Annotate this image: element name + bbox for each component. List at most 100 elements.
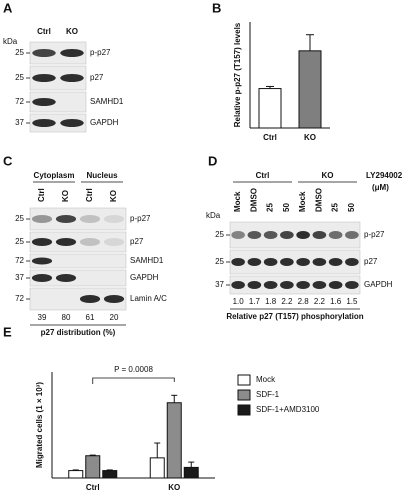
lane-label: DMSO: [314, 188, 323, 212]
protein-label: SAMHD1: [90, 97, 124, 106]
band: [231, 231, 245, 239]
mw-label: 72: [15, 97, 24, 106]
y-axis-title: Relative p-p27 (T157) levels: [233, 22, 242, 127]
protein-label: Lamin A/C: [130, 294, 167, 303]
band: [31, 238, 53, 246]
band-quantity: 2.2: [314, 297, 326, 306]
band: [231, 258, 245, 266]
band: [60, 74, 84, 82]
band-quantity: 1.6: [330, 297, 342, 306]
group-label: KO: [322, 171, 334, 180]
band: [55, 274, 77, 282]
band: [103, 215, 125, 223]
band-quantity: 61: [86, 313, 95, 322]
mw-label: 72: [15, 294, 24, 303]
band: [32, 98, 56, 106]
band: [231, 281, 245, 289]
band: [263, 281, 278, 289]
band: [32, 74, 56, 82]
band: [247, 258, 262, 266]
band: [296, 258, 310, 266]
band-quantity: 1.5: [346, 297, 358, 306]
protein-label: p27: [90, 73, 104, 82]
protein-label: GAPDH: [130, 273, 159, 282]
mw-label: 25: [15, 237, 24, 246]
treatment-label: LY294002: [366, 171, 403, 180]
band: [328, 231, 343, 239]
protein-label: p-p27: [364, 230, 385, 239]
bar: [166, 402, 182, 479]
band: [60, 119, 84, 127]
legend-label: Mock: [256, 375, 276, 384]
x-tick-label: KO: [168, 483, 180, 492]
mw-label: 25: [15, 73, 24, 82]
significance-bracket: [92, 377, 175, 384]
band: [103, 238, 125, 246]
mw-label: 37: [15, 118, 24, 127]
band-quantity: 20: [110, 313, 119, 322]
group-label: Ctrl: [256, 171, 270, 180]
band: [32, 49, 56, 57]
protein-label: p-p27: [130, 214, 151, 223]
panel-letter: B: [212, 0, 221, 15]
band: [31, 257, 53, 265]
lane-label: Ctrl: [37, 188, 46, 202]
lane-label: KO: [109, 190, 118, 202]
band: [247, 231, 262, 239]
lane-label: DMSO: [249, 188, 258, 212]
bar: [258, 88, 282, 129]
mw-label: 25: [15, 48, 24, 57]
legend-swatch: [237, 374, 251, 386]
panel-letter: D: [208, 153, 217, 168]
band: [280, 258, 294, 266]
bar: [183, 466, 199, 479]
band: [328, 281, 343, 289]
protein-label: p27: [130, 237, 144, 246]
legend-swatch: [237, 404, 251, 416]
bar: [68, 470, 84, 479]
band: [31, 215, 53, 223]
lane-label: Ctrl: [85, 188, 94, 202]
protein-label: GAPDH: [90, 118, 119, 127]
band: [328, 258, 343, 266]
band: [280, 231, 294, 239]
band: [32, 119, 56, 127]
band-quantity: 39: [38, 313, 47, 322]
band: [247, 281, 262, 289]
band: [55, 215, 77, 223]
band-quantity: 1.8: [265, 297, 277, 306]
lane-label: KO: [61, 190, 70, 202]
band: [79, 295, 101, 303]
lane-label: 50: [347, 203, 356, 212]
band-quantity: 1.7: [249, 297, 261, 306]
band: [312, 231, 327, 239]
band: [345, 231, 359, 239]
band-quantity: 80: [62, 313, 71, 322]
lane-label: 50: [282, 203, 291, 212]
bar: [102, 470, 118, 479]
band: [79, 215, 101, 223]
group-label: Nucleus: [86, 171, 118, 180]
bar: [85, 455, 101, 479]
bar: [298, 50, 322, 129]
band: [103, 295, 125, 303]
annotation: P = 0.0008: [114, 365, 153, 374]
lane-label: 25: [331, 203, 340, 212]
lane-label: Ctrl: [37, 27, 51, 36]
protein-label: p27: [364, 257, 378, 266]
panel-letter: C: [3, 153, 13, 168]
bar: [149, 457, 165, 479]
mw-label: 37: [15, 273, 24, 282]
mw-label: 25: [215, 257, 224, 266]
legend-label: SDF-1: [256, 390, 280, 399]
legend-swatch: [237, 389, 251, 401]
protein-label: GAPDH: [364, 280, 393, 289]
band-quantity: 1.0: [233, 297, 245, 306]
band: [60, 49, 84, 57]
mw-label: 37: [215, 280, 224, 289]
lane-label: 25: [266, 203, 275, 212]
x-tick-label: KO: [304, 133, 316, 142]
lane-label: KO: [66, 27, 78, 36]
kda-label: kDa: [3, 37, 18, 46]
treatment-unit: (μM): [372, 183, 389, 192]
